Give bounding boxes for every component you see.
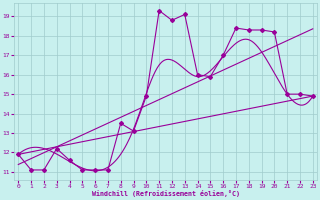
X-axis label: Windchill (Refroidissement éolien,°C): Windchill (Refroidissement éolien,°C) [92, 190, 240, 197]
